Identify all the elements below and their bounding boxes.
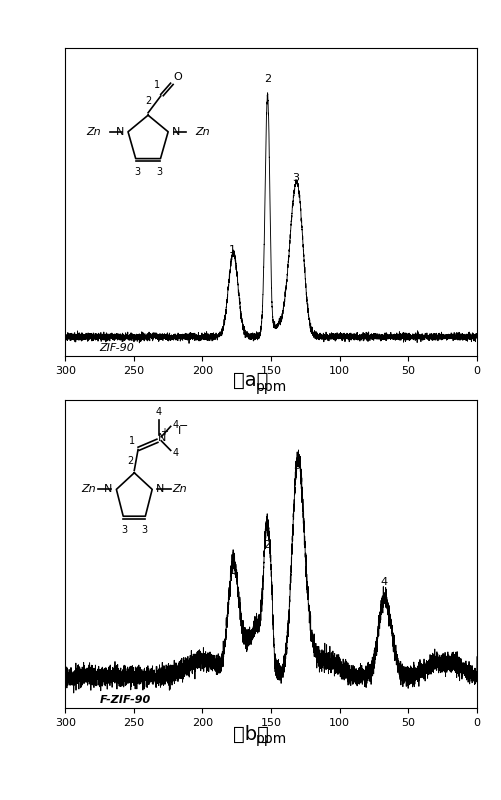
Text: 3: 3: [121, 525, 127, 535]
Text: 2: 2: [264, 74, 271, 84]
X-axis label: ppm: ppm: [255, 380, 286, 394]
Text: Zn: Zn: [194, 126, 209, 137]
Text: 2: 2: [127, 456, 133, 466]
Text: 4: 4: [155, 406, 161, 417]
Text: N: N: [115, 126, 124, 137]
Text: Zn: Zn: [172, 484, 186, 494]
Text: −: −: [178, 422, 187, 431]
Text: ZIF-90: ZIF-90: [99, 343, 134, 353]
Text: O: O: [173, 72, 182, 82]
Text: Zn: Zn: [87, 126, 101, 137]
Text: （a）: （a）: [233, 370, 268, 390]
Text: 1: 1: [128, 435, 135, 446]
Text: I: I: [177, 426, 181, 436]
Text: 4: 4: [379, 577, 386, 587]
Text: 1: 1: [228, 566, 235, 576]
Text: 3: 3: [156, 167, 162, 178]
Text: （b）: （b）: [232, 725, 269, 744]
Text: N: N: [104, 484, 112, 494]
Text: 1: 1: [153, 80, 159, 90]
Text: N: N: [172, 126, 180, 137]
Text: 3: 3: [134, 167, 140, 178]
Text: 4: 4: [172, 420, 178, 430]
Text: 2: 2: [145, 96, 151, 106]
X-axis label: ppm: ppm: [255, 732, 286, 746]
Text: Zn: Zn: [82, 484, 96, 494]
Text: F-ZIF-90: F-ZIF-90: [99, 694, 150, 705]
Text: +: +: [159, 427, 167, 437]
Text: 1: 1: [228, 245, 235, 255]
Text: N: N: [156, 484, 164, 494]
Text: 3: 3: [293, 461, 300, 471]
Text: 2: 2: [262, 540, 270, 550]
Text: N: N: [158, 433, 166, 442]
Text: 3: 3: [141, 525, 147, 535]
Text: 4: 4: [172, 448, 178, 458]
Text: 3: 3: [292, 173, 299, 182]
